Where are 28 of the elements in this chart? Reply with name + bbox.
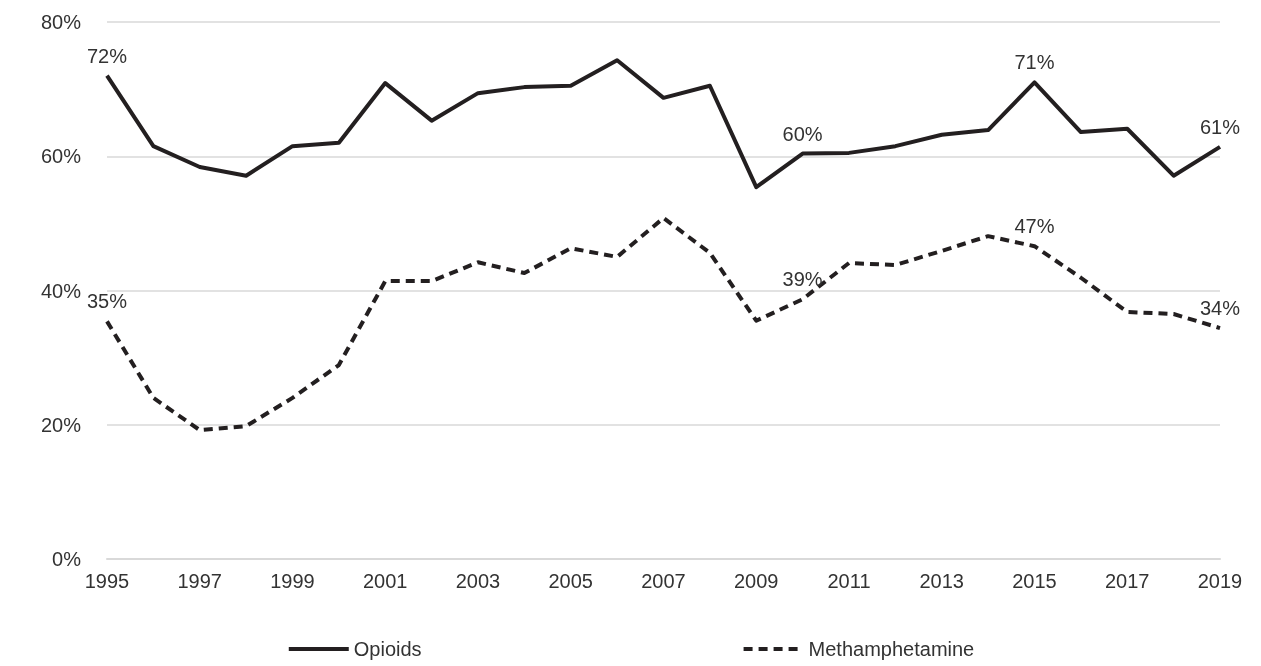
- y-tick-label: 60%: [40, 145, 82, 168]
- x-tick-label: 2011: [827, 570, 871, 592]
- legend-label: Opioids: [353, 638, 422, 660]
- y-tick-label: 20%: [40, 413, 82, 436]
- data-label: 35%: [86, 290, 128, 313]
- data-label: 71%: [1014, 51, 1055, 74]
- x-tick-label: 1995: [84, 570, 130, 592]
- x-tick-label: 2015: [1012, 570, 1057, 592]
- x-tick-label: 2007: [641, 570, 686, 592]
- data-label: 34%: [1199, 297, 1241, 320]
- x-tick-label: 1997: [177, 570, 222, 592]
- x-tick-label: 1999: [270, 570, 315, 592]
- x-tick-label: 2019: [1197, 570, 1243, 592]
- y-tick-label: 40%: [40, 279, 82, 302]
- legend-label: Methamphetamine: [808, 638, 975, 660]
- x-tick-label: 2009: [734, 570, 779, 592]
- data-label: 72%: [86, 44, 128, 67]
- y-tick-label: 80%: [40, 11, 82, 33]
- x-tick-label: 2017: [1105, 570, 1150, 592]
- x-tick-label: 2013: [919, 570, 964, 592]
- x-tick-label: 2001: [363, 570, 408, 592]
- data-label: 61%: [1199, 115, 1241, 138]
- data-label: 47%: [1014, 215, 1055, 238]
- y-tick-label: 0%: [52, 548, 82, 570]
- x-tick-label: 2005: [548, 570, 593, 592]
- x-tick-label: 2003: [455, 570, 501, 592]
- data-label: 60%: [782, 122, 823, 145]
- data-label: 39%: [782, 268, 823, 291]
